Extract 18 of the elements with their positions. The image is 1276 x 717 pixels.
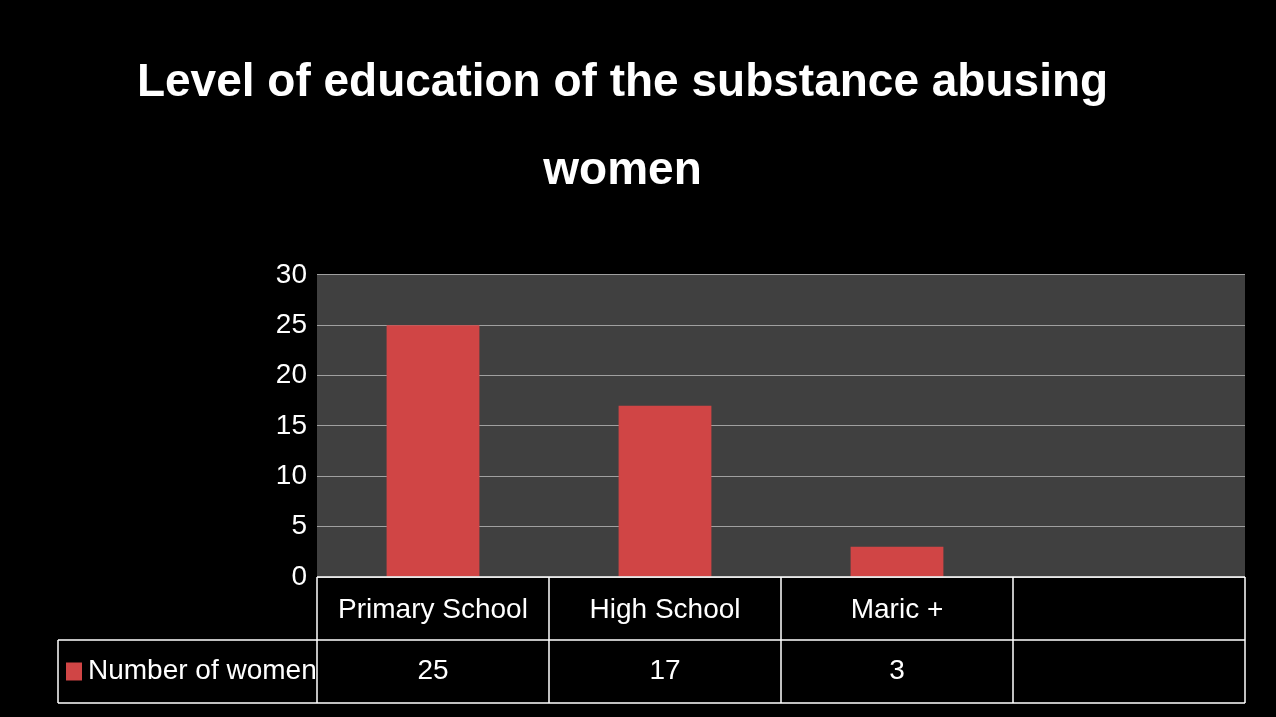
data-label: 17	[649, 654, 681, 686]
bar	[618, 405, 712, 577]
y-tick-label: 0	[291, 559, 307, 591]
y-tick-label: 30	[275, 257, 307, 289]
legend-label: Number of women	[88, 654, 317, 686]
x-tick-label: Primary School	[338, 592, 528, 624]
bar	[386, 325, 480, 577]
x-tick-label: High School	[589, 592, 741, 624]
y-tick-label: 15	[275, 408, 307, 440]
y-tick-label: 5	[291, 509, 307, 541]
data-label: 25	[417, 654, 449, 686]
y-tick-label: 25	[275, 307, 307, 339]
y-tick-label: 20	[275, 358, 307, 390]
x-tick-label: Maric +	[850, 592, 944, 624]
y-tick-label: 10	[275, 458, 307, 490]
data-label: 3	[889, 654, 905, 686]
bar	[850, 546, 944, 577]
chart-title: Level of education of the substance abusing women	[136, 54, 1109, 194]
